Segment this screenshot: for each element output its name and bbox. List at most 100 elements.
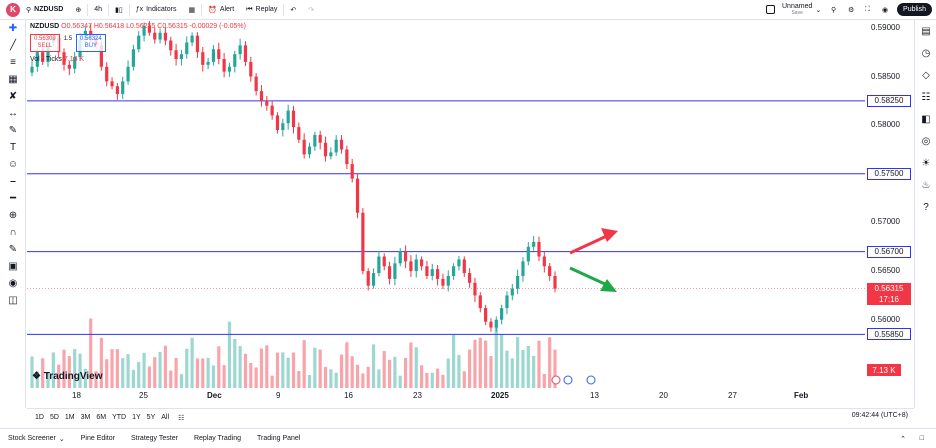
volume-bar [494, 324, 498, 388]
measure-icon[interactable]: ⎯ [10, 176, 16, 187]
templates-button[interactable]: ▦ [182, 0, 201, 20]
volume-bar [99, 337, 103, 388]
price-scale[interactable]: 0.59000 0.58500 0.58000 0.57000 0.56500 0.560… [865, 21, 914, 388]
alert-button[interactable]: ⏰ Alert [202, 0, 240, 20]
volume-bar [35, 371, 39, 388]
text-icon[interactable]: T [9, 142, 17, 153]
volume-bar [446, 358, 450, 388]
replay-button[interactable]: ⏮ Replay [240, 0, 283, 20]
candle-body [313, 134, 317, 147]
sell-button[interactable]: 0.56309 SELL [30, 34, 60, 52]
candle-body [297, 127, 301, 140]
range-button[interactable]: 1Y [132, 414, 141, 421]
candle-body [516, 275, 520, 289]
compare-button[interactable]: ⊕ [69, 0, 87, 20]
crosshair-icon[interactable]: ✚ [8, 23, 18, 34]
range-button[interactable]: 3M [80, 414, 91, 421]
current-price-value: 0.56315 [874, 283, 904, 293]
volume-bar [259, 348, 264, 388]
pattern-icon[interactable]: ✘ [8, 91, 18, 102]
volume-bar [371, 344, 376, 388]
lock-icon[interactable]: ▣ [8, 261, 18, 272]
candle-body [35, 52, 39, 67]
target-icon[interactable]: ◎ [921, 135, 931, 147]
tab-trading-panel[interactable]: Trading Panel [249, 435, 308, 442]
chat-icon[interactable]: ◧ [921, 113, 931, 125]
range-button[interactable]: 5D [49, 414, 59, 421]
volume-bar [323, 366, 328, 388]
settings-button[interactable]: ⚙ [842, 0, 860, 20]
zoom-icon[interactable]: ⊕ [8, 210, 18, 221]
volume-bar [313, 347, 317, 388]
tab-stock-screener[interactable]: Stock Screener ⌄ [0, 435, 73, 443]
candle-body [318, 134, 322, 143]
chart-area[interactable] [27, 21, 865, 388]
magnet-icon[interactable]: ∩ [9, 227, 17, 238]
tab-label: Replay Trading [193, 435, 242, 442]
fullscreen-button[interactable]: ⛶ [859, 0, 876, 20]
tab-strategy-tester[interactable]: Strategy Tester [123, 435, 186, 442]
user-avatar[interactable]: K [6, 2, 20, 17]
tab-pine-editor[interactable]: Pine Editor [73, 435, 123, 442]
volume-bar [542, 373, 546, 388]
quick-search-button[interactable]: ⚲ [825, 0, 842, 20]
horizontal-lines-icon[interactable]: ≡ [10, 57, 16, 68]
alerts-clock-icon[interactable]: ◷ [921, 47, 931, 59]
candle-body [238, 45, 242, 55]
time-scale[interactable]: 18 25 Dec 9 16 23 2025 13 20 27 Feb [27, 388, 865, 404]
ruler-icon[interactable]: ━ [9, 193, 17, 204]
volume-bar [329, 369, 333, 388]
candle-body [126, 66, 130, 82]
collapse-panel-button[interactable]: ⌃ [900, 435, 906, 443]
publish-button[interactable]: Publish [897, 3, 932, 16]
volume-bar [94, 371, 98, 388]
candle-body [537, 241, 541, 257]
bell-icon[interactable]: ♨ [921, 179, 931, 191]
tab-replay-trading[interactable]: Replay Trading [186, 435, 249, 442]
candle-body [403, 251, 408, 262]
indicators-button[interactable]: ƒx Indicators [130, 0, 183, 20]
symbol-search[interactable]: ⚲ NZDUSD [20, 0, 69, 20]
help-icon[interactable]: ? [923, 201, 929, 213]
range-button[interactable]: 1M [64, 414, 75, 421]
chart-type-button[interactable]: ▮▯ [109, 0, 129, 20]
price-chart[interactable] [27, 21, 865, 388]
stay-drawing-icon[interactable]: ✎ [8, 244, 18, 255]
calendar-icon[interactable]: ☷ [921, 91, 931, 103]
gear-icon: ⚙ [848, 6, 855, 14]
watchlist-icon[interactable]: ▤ [921, 25, 931, 37]
layout-button[interactable]: Unnamed Save ⌄ [760, 0, 827, 20]
clock[interactable]: 09:42:44 (UTC+8) [851, 412, 908, 419]
goto-date-icon[interactable]: ☷ [178, 414, 185, 422]
candle-body [163, 32, 168, 41]
buy-button[interactable]: 0.56324 BUY [76, 34, 106, 52]
brush-icon[interactable]: ✎ [8, 125, 18, 136]
pitchfork-icon[interactable]: ▦ [8, 74, 18, 85]
emoji-icon[interactable]: ☺ [7, 159, 19, 170]
volume-bar [174, 357, 178, 388]
range-button[interactable]: YTD [112, 414, 127, 421]
trend-line-icon[interactable]: ╱ [9, 40, 17, 51]
interval-button[interactable]: 4h [94, 6, 102, 13]
volume-bar [265, 345, 269, 388]
eye-icon[interactable]: ◉ [8, 278, 18, 289]
range-button[interactable]: 1D [35, 414, 44, 421]
redo-button[interactable]: ↷ [302, 0, 320, 20]
trash-icon[interactable]: ◫ [8, 295, 18, 306]
maximize-panel-button[interactable]: □ [919, 435, 924, 442]
undo-button[interactable]: ↶ [284, 0, 302, 20]
snapshot-button[interactable]: ◉ [876, 0, 894, 20]
range-button[interactable]: 6M [96, 414, 107, 421]
volume-bar [190, 337, 194, 388]
indicators-label: Indicators [146, 6, 177, 13]
candle-body [30, 66, 34, 73]
ruler-tools-icon[interactable]: ↔ [8, 108, 18, 119]
range-button[interactable]: 5Y [146, 414, 156, 421]
ideas-icon[interactable]: ☀ [921, 157, 931, 169]
price-tick: 0.56000 [871, 314, 900, 324]
layers-icon[interactable]: ◇ [922, 69, 930, 81]
up-arrow-head [601, 228, 618, 242]
candle-body [201, 52, 205, 65]
quick-search-icon: ⚲ [831, 6, 837, 14]
range-button[interactable]: All [161, 414, 170, 421]
